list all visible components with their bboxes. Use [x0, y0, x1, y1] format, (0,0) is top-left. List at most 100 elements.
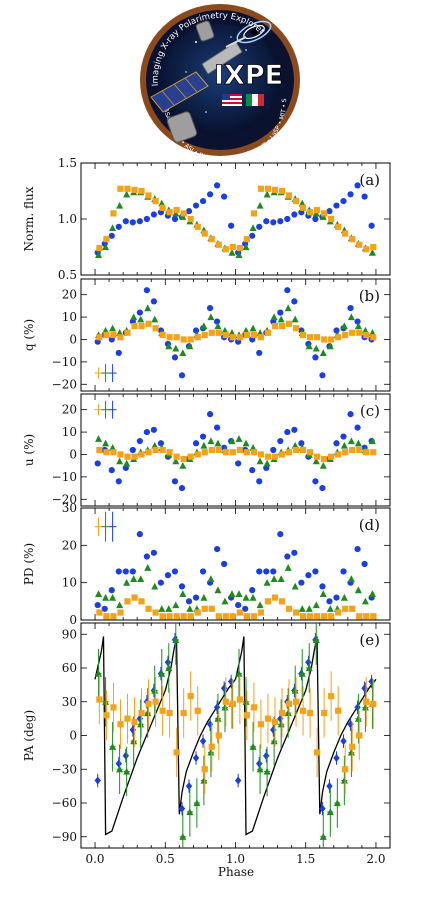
data-point	[179, 461, 187, 469]
data-point	[356, 732, 363, 739]
data-point	[192, 327, 200, 334]
data-point	[214, 439, 222, 447]
data-point	[117, 451, 124, 458]
data-point	[354, 424, 361, 431]
data-point	[214, 545, 221, 553]
data-point	[321, 709, 328, 717]
data-point	[277, 575, 285, 583]
data-point	[102, 439, 110, 447]
data-point	[277, 309, 284, 316]
data-point	[256, 349, 263, 357]
data-point	[96, 334, 103, 341]
series-e-orange	[96, 671, 377, 794]
data-point	[110, 613, 117, 620]
data-point	[270, 575, 278, 583]
panel-tag-d: (d)	[359, 516, 380, 534]
data-point	[312, 636, 320, 643]
data-point	[312, 601, 320, 609]
data-point	[207, 575, 215, 583]
data-point	[321, 613, 328, 620]
data-point	[150, 298, 157, 305]
data-point	[361, 684, 368, 693]
data-point	[138, 322, 145, 330]
data-point	[215, 329, 222, 336]
data-point	[347, 313, 355, 321]
data-point	[180, 336, 187, 343]
data-point	[363, 331, 370, 339]
data-point	[109, 743, 117, 750]
data-point	[342, 230, 349, 237]
data-point	[103, 712, 110, 719]
data-point	[116, 601, 124, 609]
data-point	[250, 704, 257, 711]
data-point	[102, 243, 110, 251]
data-point	[271, 718, 279, 726]
data-point	[285, 449, 293, 456]
data-point	[136, 218, 143, 225]
data-point	[312, 354, 319, 361]
data-point	[299, 446, 307, 454]
data-point	[158, 669, 166, 677]
y-tick-label: 0	[69, 332, 77, 346]
data-point	[214, 318, 221, 325]
data-point	[314, 613, 321, 620]
data-point	[199, 568, 207, 575]
data-point	[271, 594, 279, 601]
data-point	[242, 439, 250, 447]
y-tick-label: −20	[52, 377, 77, 391]
data-point	[138, 187, 145, 195]
data-point	[138, 451, 145, 458]
series-d-green	[95, 564, 376, 612]
data-point	[171, 478, 179, 485]
data-point	[342, 605, 349, 612]
data-point	[236, 334, 243, 341]
data-point	[298, 579, 305, 586]
data-point	[319, 590, 327, 597]
data-point	[236, 245, 243, 252]
data-point	[292, 609, 300, 616]
data-point	[256, 765, 264, 773]
data-point	[356, 446, 363, 454]
data-point	[171, 568, 179, 575]
series-a-orange	[96, 185, 377, 253]
data-point	[145, 192, 152, 199]
data-point	[250, 210, 257, 217]
y-axis-label-c: u (%)	[22, 434, 36, 466]
data-point	[335, 609, 342, 616]
data-point	[333, 202, 340, 209]
data-point	[129, 568, 136, 575]
logo-mission-title: IXPE	[214, 60, 283, 91]
data-point	[257, 609, 265, 616]
data-point	[235, 590, 243, 597]
data-point	[370, 613, 377, 620]
data-point	[284, 428, 291, 436]
data-point	[179, 833, 187, 840]
data-point	[236, 609, 243, 616]
panel-e: −90 −60 −30 0 30 60 90 PA (deg) (e) 0.0 0.5 1.0 1.5 2…	[22, 622, 391, 866]
data-point	[228, 248, 236, 256]
data-point	[144, 304, 152, 312]
data-point	[340, 737, 347, 746]
data-point	[124, 329, 131, 336]
data-point	[194, 334, 201, 341]
data-point	[109, 324, 117, 332]
data-point	[354, 322, 362, 330]
data-point	[250, 613, 257, 620]
series-d-blue	[94, 531, 375, 612]
data-point	[284, 304, 292, 312]
data-point	[172, 601, 180, 609]
data-point	[306, 613, 314, 620]
data-point	[200, 441, 208, 449]
data-point	[95, 435, 103, 442]
data-point	[229, 613, 236, 620]
data-point	[193, 799, 201, 807]
data-point	[340, 568, 347, 575]
data-point	[361, 560, 368, 568]
data-point	[235, 669, 243, 677]
panel-tag-b: (b)	[359, 287, 380, 305]
data-point	[110, 331, 117, 339]
data-point	[354, 182, 361, 189]
y-tick-label: −20	[52, 492, 77, 506]
data-point	[101, 605, 108, 612]
